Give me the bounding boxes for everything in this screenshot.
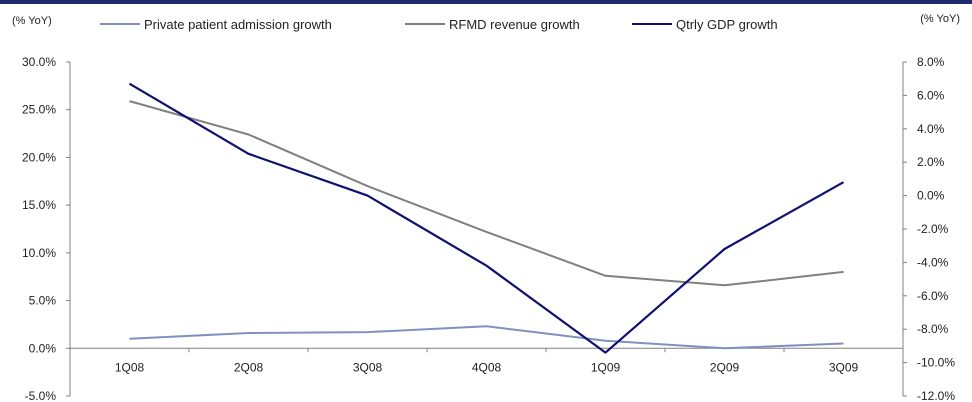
right-tick-label: -12.0% <box>917 389 955 402</box>
legend-item-rfmd-revenue: RFMD revenue growth <box>405 17 580 32</box>
right-tick-label: -8.0% <box>917 322 949 336</box>
right-tick-label: -2.0% <box>917 222 949 236</box>
x-tick-label: 2Q09 <box>710 360 740 374</box>
axes: -5.0% 0.0% 5.0% 10.0% 15.0% 20.0% 25.0% 30.0% -1… <box>22 55 955 402</box>
x-tick-label: 3Q08 <box>353 360 383 374</box>
x-tick-label: 4Q08 <box>472 360 502 374</box>
top-border <box>0 0 972 4</box>
legend: Private patient admission growth RFMD re… <box>100 17 778 32</box>
x-tick-label: 3Q09 <box>829 360 859 374</box>
left-tick-label: 25.0% <box>22 103 56 117</box>
left-tick-label: 0.0% <box>29 341 57 355</box>
legend-item-qtrly-gdp: Qtrly GDP growth <box>632 17 778 32</box>
left-axis-unit: (% YoY) <box>12 15 52 27</box>
series-line-1 <box>129 325 844 350</box>
right-tick-label: -6.0% <box>917 289 949 303</box>
x-tick-label: 1Q09 <box>591 360 621 374</box>
series-line-2 <box>129 100 844 287</box>
left-tick-label: 30.0% <box>22 55 56 69</box>
left-tick-label: 15.0% <box>22 198 56 212</box>
right-tick-label: -4.0% <box>917 255 949 269</box>
right-tick-label: 2.0% <box>917 155 945 169</box>
x-tick-label: 1Q08 <box>115 360 145 374</box>
left-tick-label: 5.0% <box>29 294 57 308</box>
legend-item-private-patient-admission: Private patient admission growth <box>100 17 332 32</box>
legend-label: RFMD revenue growth <box>449 17 580 32</box>
right-tick-label: 6.0% <box>917 88 945 102</box>
series-line-3 <box>128 82 845 354</box>
right-tick-label: -10.0% <box>917 356 955 370</box>
right-tick-label: 0.0% <box>917 189 945 203</box>
x-tick-label: 2Q08 <box>234 360 264 374</box>
legend-label: Private patient admission growth <box>144 17 332 32</box>
left-tick-label: -5.0% <box>25 389 57 402</box>
left-tick-label: 10.0% <box>22 246 56 260</box>
legend-label: Qtrly GDP growth <box>676 17 778 32</box>
right-tick-label: 4.0% <box>917 122 945 136</box>
series-layer <box>128 82 845 354</box>
right-tick-label: 8.0% <box>917 55 945 69</box>
right-axis-unit: (% YoY) <box>920 13 960 25</box>
left-tick-label: 20.0% <box>22 150 56 164</box>
